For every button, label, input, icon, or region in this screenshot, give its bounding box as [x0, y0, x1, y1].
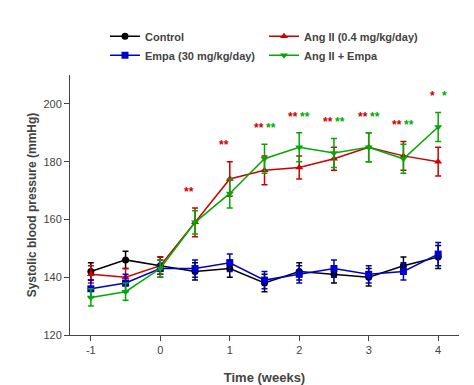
svg-text:4: 4	[435, 344, 441, 356]
svg-text:160: 160	[43, 213, 61, 225]
svg-text:2: 2	[296, 344, 302, 356]
svg-text:**: **	[323, 115, 333, 129]
svg-text:**: **	[370, 110, 380, 124]
svg-text:**: **	[358, 110, 368, 124]
svg-text:*: *	[430, 89, 435, 103]
svg-text:**: **	[288, 110, 298, 124]
svg-text:1: 1	[227, 344, 233, 356]
svg-text:*: *	[442, 89, 447, 103]
svg-text:140: 140	[43, 271, 61, 283]
svg-text:Empa (30 mg/kg/day): Empa (30 mg/kg/day)	[145, 50, 255, 62]
svg-text:-1: -1	[86, 344, 96, 356]
svg-text:Ang II + Empa: Ang II + Empa	[304, 50, 378, 62]
svg-text:**: **	[404, 118, 414, 132]
svg-text:200: 200	[43, 98, 61, 110]
svg-text:**: **	[266, 121, 276, 135]
svg-text:**: **	[184, 185, 194, 199]
svg-text:180: 180	[43, 156, 61, 168]
svg-text:**: **	[300, 110, 310, 124]
svg-text:**: **	[219, 138, 229, 152]
svg-text:3: 3	[366, 344, 372, 356]
svg-text:Time (weeks): Time (weeks)	[224, 370, 305, 385]
svg-text:0: 0	[157, 344, 163, 356]
svg-text:Ang II (0.4 mg/kg/day): Ang II (0.4 mg/kg/day)	[304, 31, 418, 43]
svg-text:120: 120	[43, 329, 61, 341]
svg-text:Systolic blood pressure (mmHg): Systolic blood pressure (mmHg)	[25, 113, 39, 298]
svg-text:**: **	[254, 121, 264, 135]
svg-text:**: **	[335, 115, 345, 129]
svg-text:**: **	[392, 118, 402, 132]
svg-text:Control: Control	[145, 31, 184, 43]
